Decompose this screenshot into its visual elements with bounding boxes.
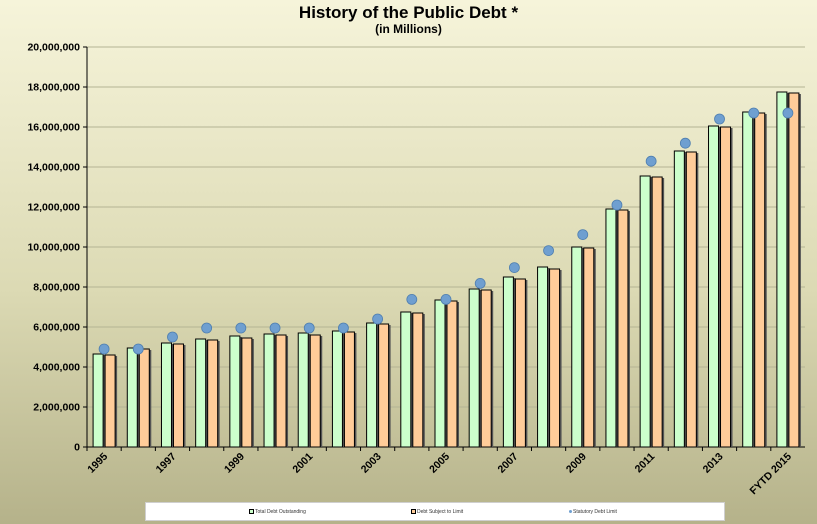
marker-statutory-limit	[543, 245, 554, 257]
bar-debt-subject	[138, 348, 150, 448]
marker-statutory-limit	[269, 322, 281, 334]
x-tick-label: 1999	[222, 451, 247, 476]
marker-statutory-limit	[167, 331, 178, 343]
chart-title: History of the Public Debt *	[298, 3, 519, 22]
bar-total-debt	[229, 335, 241, 448]
marker-statutory-limit	[338, 322, 349, 334]
bar-total-debt	[673, 150, 685, 448]
marker-statutory-limit	[132, 343, 144, 355]
bar-debt-subject	[549, 268, 561, 448]
bar-total-debt	[434, 299, 446, 448]
y-tick-label: 0	[74, 442, 80, 454]
bar-debt-subject	[446, 300, 458, 448]
x-tick-label: FYTD 2015	[748, 451, 795, 498]
y-tick-label: 18,000,000	[27, 82, 80, 94]
x-tick-label: 1995	[85, 451, 110, 476]
bar-debt-subject	[720, 126, 732, 448]
marker-statutory-limit	[748, 107, 760, 119]
bar-total-debt	[605, 208, 617, 448]
y-tick-label: 6,000,000	[33, 322, 80, 334]
y-tick-label: 20,000,000	[27, 42, 80, 54]
x-tick-label: 2007	[495, 451, 520, 476]
bar-total-debt	[639, 175, 651, 448]
bar-total-debt	[92, 353, 104, 448]
bar-total-debt	[126, 347, 138, 448]
marker-statutory-limit	[201, 322, 213, 334]
bar-debt-subject	[309, 334, 321, 448]
x-tick-label: 2011	[633, 451, 658, 476]
y-tick-label: 8,000,000	[33, 282, 80, 294]
legend-swatch-statutory-limit	[569, 510, 572, 514]
legend-item-statutory-limit: Statutory Debt Limit	[569, 509, 617, 515]
marker-statutory-limit	[782, 107, 794, 119]
y-tick-label: 12,000,000	[27, 202, 80, 214]
bar-debt-subject	[172, 343, 184, 448]
x-tick-label: 1997	[154, 451, 179, 476]
legend-item-total-debt: Total Debt Outstanding	[249, 509, 306, 515]
bar-total-debt	[195, 338, 207, 448]
bar-debt-subject	[480, 289, 492, 448]
y-tick-label: 10,000,000	[27, 242, 80, 254]
marker-statutory-limit	[303, 322, 315, 334]
bar-total-debt	[366, 322, 378, 448]
bar-total-debt	[160, 342, 172, 448]
bar-debt-subject	[378, 323, 390, 448]
x-tick-label: 2009	[564, 451, 589, 476]
marker-statutory-limit	[372, 313, 384, 325]
bar-total-debt	[263, 333, 275, 448]
marker-statutory-limit	[98, 343, 110, 355]
bar-total-debt	[468, 288, 480, 448]
marker-statutory-limit	[577, 229, 589, 241]
bar-total-debt	[331, 330, 343, 448]
bar-debt-subject	[104, 354, 116, 448]
y-tick-label: 2,000,000	[33, 402, 80, 414]
marker-statutory-limit	[611, 199, 623, 211]
x-tick-label: 2005	[427, 451, 452, 476]
bar-debt-subject	[685, 151, 697, 448]
bar-debt-subject	[651, 176, 663, 448]
marker-statutory-limit	[645, 155, 657, 167]
marker-statutory-limit	[714, 113, 725, 125]
marker-statutory-limit	[508, 262, 520, 274]
legend-label-statutory-limit: Statutory Debt Limit	[573, 509, 617, 515]
y-tick-label: 14,000,000	[27, 162, 80, 174]
x-tick-label: 2013	[701, 451, 726, 476]
legend-swatch-total-debt	[249, 509, 254, 515]
bar-debt-subject	[412, 312, 424, 448]
bar-debt-subject	[343, 331, 355, 448]
chart-subtitle: (in Millions)	[375, 22, 442, 36]
y-tick-label: 4,000,000	[33, 362, 80, 374]
legend-label-total-debt: Total Debt Outstanding	[255, 509, 306, 515]
chart-legend: Total Debt Outstanding Debt Subject to L…	[145, 502, 725, 521]
marker-statutory-limit	[406, 293, 418, 305]
bar-total-debt	[400, 311, 412, 448]
bar-debt-subject	[617, 209, 629, 448]
legend-swatch-debt-subject	[411, 509, 416, 515]
bar-total-debt	[297, 332, 309, 448]
marker-statutory-limit	[440, 293, 452, 305]
x-tick-label: 2001	[290, 451, 315, 476]
bar-total-debt	[708, 125, 720, 448]
bar-debt-subject	[514, 278, 526, 448]
marker-statutory-limit	[474, 277, 486, 289]
legend-item-debt-subject: Debt Subject to Limit	[411, 509, 463, 515]
bar-total-debt	[776, 91, 788, 448]
y-tick-label: 16,000,000	[27, 122, 80, 134]
bar-debt-subject	[241, 337, 253, 448]
bar-total-debt	[502, 276, 514, 448]
bar-debt-subject	[583, 247, 595, 448]
bar-debt-subject	[788, 92, 800, 448]
marker-statutory-limit	[679, 137, 691, 149]
x-tick-label: 2003	[359, 451, 384, 476]
marker-statutory-limit	[235, 322, 247, 334]
bar-debt-subject	[207, 339, 219, 448]
bar-total-debt	[742, 111, 754, 448]
bar-debt-subject	[275, 334, 287, 448]
legend-label-debt-subject: Debt Subject to Limit	[417, 509, 464, 515]
bar-total-debt	[537, 266, 549, 448]
bar-debt-subject	[754, 112, 766, 448]
bar-total-debt	[571, 246, 583, 448]
